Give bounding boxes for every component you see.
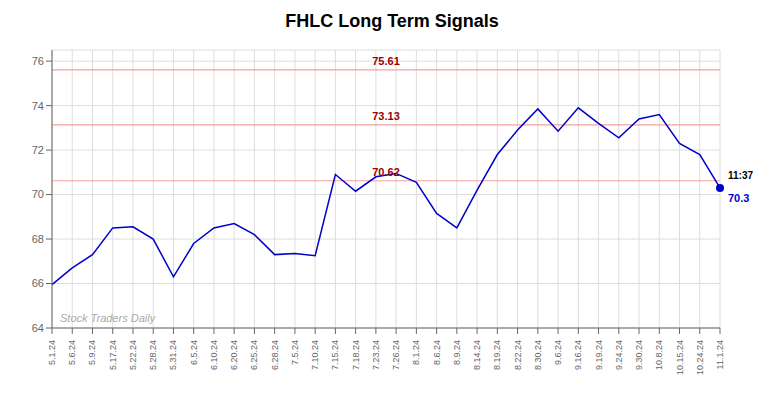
svg-text:5.9.24: 5.9.24: [87, 340, 97, 365]
svg-text:9.19.24: 9.19.24: [594, 340, 604, 370]
svg-text:7.18.24: 7.18.24: [351, 340, 361, 370]
svg-text:9.6.24: 9.6.24: [553, 340, 563, 365]
svg-text:6.5.24: 6.5.24: [189, 340, 199, 365]
svg-text:8.14.24: 8.14.24: [472, 340, 482, 370]
svg-text:64: 64: [32, 322, 44, 334]
svg-text:8.19.24: 8.19.24: [492, 340, 502, 370]
svg-text:5.28.24: 5.28.24: [148, 340, 158, 370]
svg-text:5.22.24: 5.22.24: [128, 340, 138, 370]
svg-text:7.23.24: 7.23.24: [371, 340, 381, 370]
svg-text:11.1.24: 11.1.24: [715, 340, 725, 369]
svg-text:11:37: 11:37: [728, 170, 753, 181]
svg-text:6.25.24: 6.25.24: [249, 340, 259, 370]
svg-text:9.30.24: 9.30.24: [634, 340, 644, 370]
svg-text:73.13: 73.13: [372, 110, 400, 122]
svg-text:74: 74: [32, 100, 44, 112]
svg-text:70: 70: [32, 188, 44, 200]
svg-text:5.6.24: 5.6.24: [67, 340, 77, 365]
svg-text:9.16.24: 9.16.24: [573, 340, 583, 370]
svg-text:70.62: 70.62: [372, 166, 400, 178]
html-text:Stock Traders Daily: Stock Traders Daily: [60, 312, 156, 324]
svg-text:10.8.24: 10.8.24: [654, 340, 664, 370]
svg-text:8.22.24: 8.22.24: [513, 340, 523, 370]
svg-text:5.17.24: 5.17.24: [108, 340, 118, 370]
svg-text:70.3: 70.3: [728, 192, 749, 204]
svg-text:7.26.24: 7.26.24: [391, 340, 401, 370]
svg-text:8.30.24: 8.30.24: [533, 340, 543, 370]
svg-text:6.28.24: 6.28.24: [270, 340, 280, 370]
svg-text:72: 72: [32, 144, 44, 156]
svg-text:7.15.24: 7.15.24: [330, 340, 340, 370]
svg-text:76: 76: [32, 55, 44, 67]
svg-text:5.1.24: 5.1.24: [47, 340, 57, 365]
svg-text:75.61: 75.61: [372, 55, 400, 67]
svg-text:8.9.24: 8.9.24: [452, 340, 462, 365]
svg-text:9.24.24: 9.24.24: [614, 340, 624, 370]
svg-text:6.20.24: 6.20.24: [229, 340, 239, 370]
svg-text:5.31.24: 5.31.24: [168, 340, 178, 370]
svg-text:7.10.24: 7.10.24: [310, 340, 320, 370]
svg-text:66: 66: [32, 277, 44, 289]
svg-text:10.24.24: 10.24.24: [695, 340, 705, 375]
svg-text:8.1.24: 8.1.24: [411, 340, 421, 365]
svg-text:68: 68: [32, 233, 44, 245]
svg-text:10.15.24: 10.15.24: [675, 340, 685, 375]
svg-text:7.5.24: 7.5.24: [290, 340, 300, 365]
svg-text:8.6.24: 8.6.24: [432, 340, 442, 365]
html-text:FHLC Long Term Signals: FHLC Long Term Signals: [285, 11, 499, 31]
svg-text:6.10.24: 6.10.24: [209, 340, 219, 370]
